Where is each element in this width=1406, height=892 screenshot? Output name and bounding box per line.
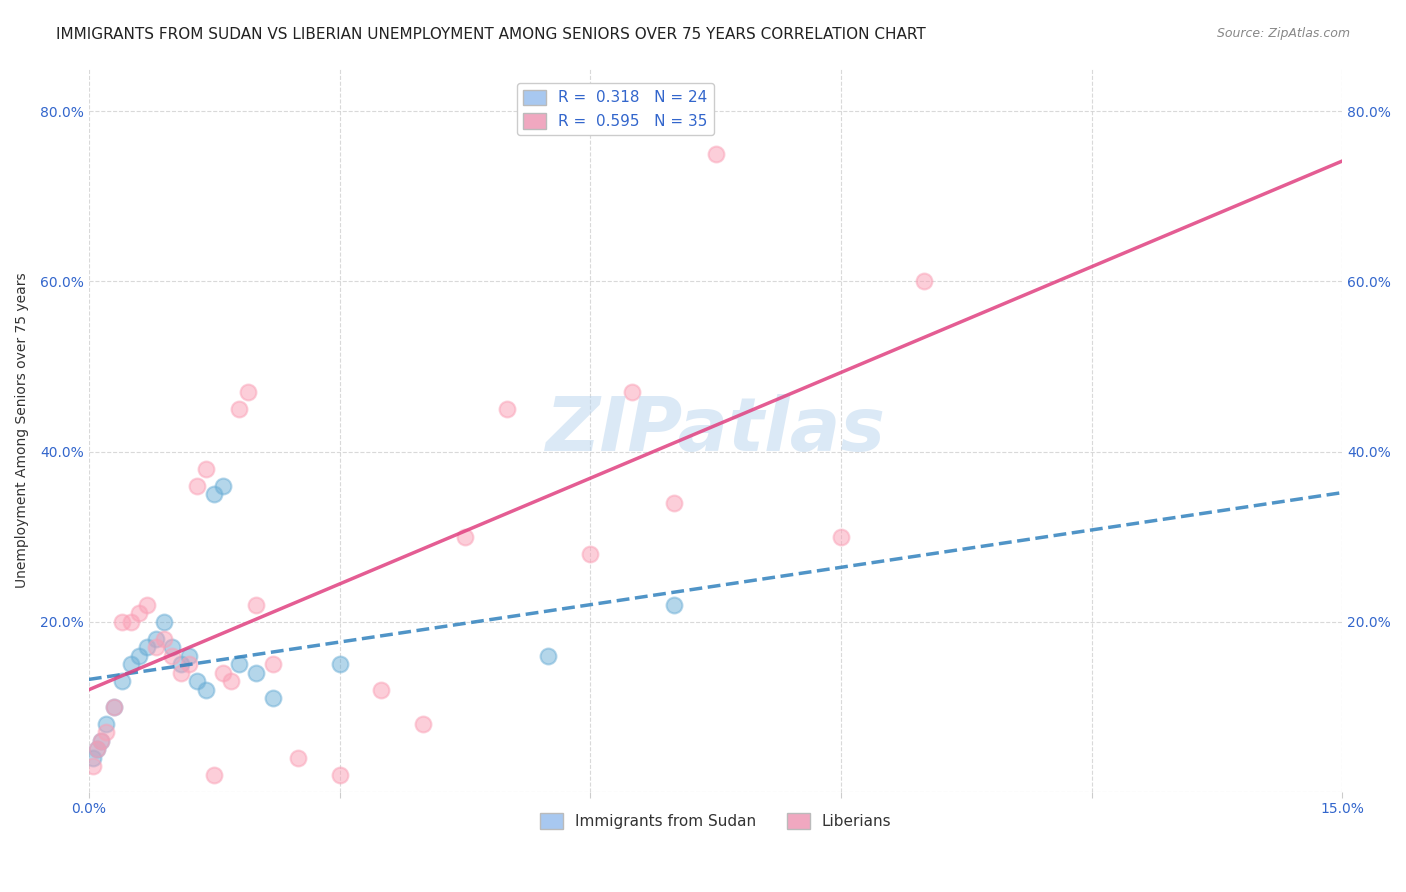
Point [412, 717, 434, 731]
Point [162, 648, 184, 663]
Point [86, 742, 108, 756]
Y-axis label: Unemployment Among Seniors over 75 years: Unemployment Among Seniors over 75 years [15, 272, 30, 588]
Point [179, 648, 201, 663]
Point [153, 632, 176, 646]
Point [111, 615, 134, 629]
Point [262, 691, 284, 706]
Point [179, 657, 201, 672]
Point [211, 665, 233, 680]
Text: IMMIGRANTS FROM SUDAN VS LIBERIAN UNEMPLOYMENT AMONG SENIORS OVER 75 YEARS CORRE: IMMIGRANTS FROM SUDAN VS LIBERIAN UNEMPL… [56, 27, 927, 42]
Text: Source: ZipAtlas.com: Source: ZipAtlas.com [1216, 27, 1350, 40]
Point [186, 478, 208, 492]
Point [82, 751, 104, 765]
Point [202, 768, 225, 782]
Point [579, 547, 602, 561]
Point [454, 530, 477, 544]
Point [202, 487, 225, 501]
Point [86, 742, 108, 756]
Point [103, 699, 125, 714]
Point [82, 759, 104, 773]
Point [136, 598, 159, 612]
Point [186, 674, 208, 689]
Point [194, 461, 217, 475]
Point [162, 640, 184, 655]
Point [228, 401, 250, 416]
Point [94, 725, 117, 739]
Point [194, 682, 217, 697]
Legend: Immigrants from Sudan, Liberians: Immigrants from Sudan, Liberians [534, 806, 897, 835]
Point [228, 657, 250, 672]
Point [170, 657, 193, 672]
Point [120, 615, 142, 629]
Point [145, 632, 167, 646]
Point [620, 384, 643, 399]
Point [245, 665, 267, 680]
Point [704, 146, 727, 161]
Text: ZIPatlas: ZIPatlas [546, 393, 886, 467]
Point [90, 734, 112, 748]
Point [128, 648, 150, 663]
Point [111, 674, 134, 689]
Point [537, 648, 560, 663]
Point [245, 598, 267, 612]
Point [94, 717, 117, 731]
Point [128, 606, 150, 620]
Point [219, 674, 242, 689]
Point [662, 598, 685, 612]
Point [328, 657, 350, 672]
Point [328, 768, 350, 782]
Point [495, 401, 517, 416]
Point [90, 734, 112, 748]
Point [103, 699, 125, 714]
Point [211, 478, 233, 492]
Point [145, 640, 167, 655]
Point [170, 665, 193, 680]
Point [262, 657, 284, 672]
Point [370, 682, 392, 697]
Point [662, 495, 685, 509]
Point [914, 274, 936, 288]
Point [287, 751, 309, 765]
Point [120, 657, 142, 672]
Point [153, 615, 176, 629]
Point [830, 530, 852, 544]
Point [136, 640, 159, 655]
Point [236, 384, 259, 399]
